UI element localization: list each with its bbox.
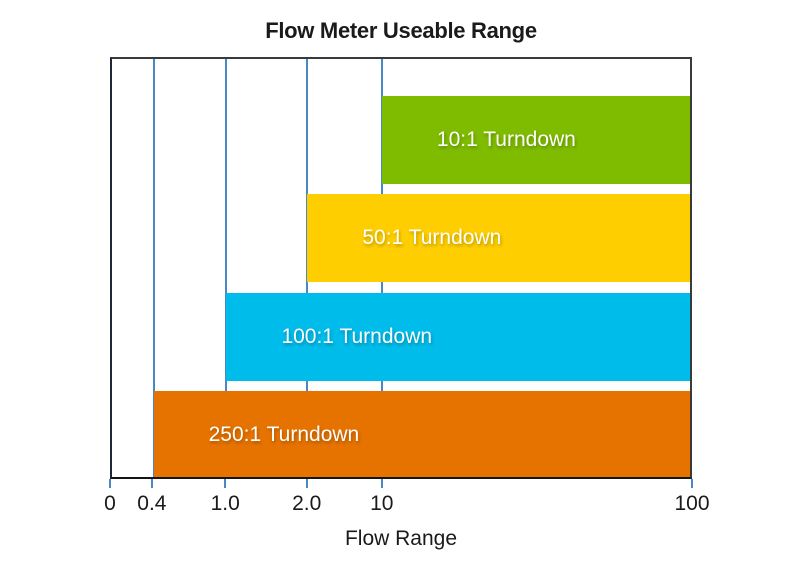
x-tick-2-0 [305, 479, 308, 488]
x-tick-0-4 [150, 479, 153, 488]
bar-50-1-turndown: 50:1 Turndown [307, 194, 690, 283]
x-tick-label-10: 10 [370, 492, 394, 515]
bar-label: 250:1 Turndown [208, 423, 360, 447]
x-tick-10 [380, 479, 383, 488]
chart-title: Flow Meter Useable Range [265, 18, 537, 43]
bar-250-1-turndown: 250:1 Turndown [153, 391, 690, 477]
x-tick-100 [691, 479, 693, 488]
x-axis: 0 0.4 1.0 2.0 10 100 [104, 479, 710, 524]
x-tick-label-1-0: 1.0 [210, 492, 240, 515]
bar-10-1-turndown: 10:1 Turndown [381, 95, 690, 184]
bar-label: 10:1 Turndown [436, 127, 576, 151]
bar-100-1-turndown: 100:1 Turndown [226, 292, 690, 381]
x-tick-label-0: 0 [104, 492, 116, 515]
x-tick-label-2-0: 2.0 [292, 492, 322, 515]
gridline-1-0 [225, 59, 228, 477]
plot-area: 10:1 Turndown 50:1 Turndown 100:1 Turndown… [110, 57, 692, 479]
x-tick-label-0-4: 0.4 [137, 492, 167, 515]
gridline-0-4 [152, 59, 155, 477]
x-tick-label-100: 100 [674, 492, 710, 515]
x-tick-0 [109, 479, 111, 488]
bar-label: 100:1 Turndown [281, 324, 433, 348]
bar-label: 50:1 Turndown [362, 226, 502, 250]
x-axis-title: Flow Range [344, 527, 458, 550]
x-tick-1-0 [224, 479, 227, 488]
